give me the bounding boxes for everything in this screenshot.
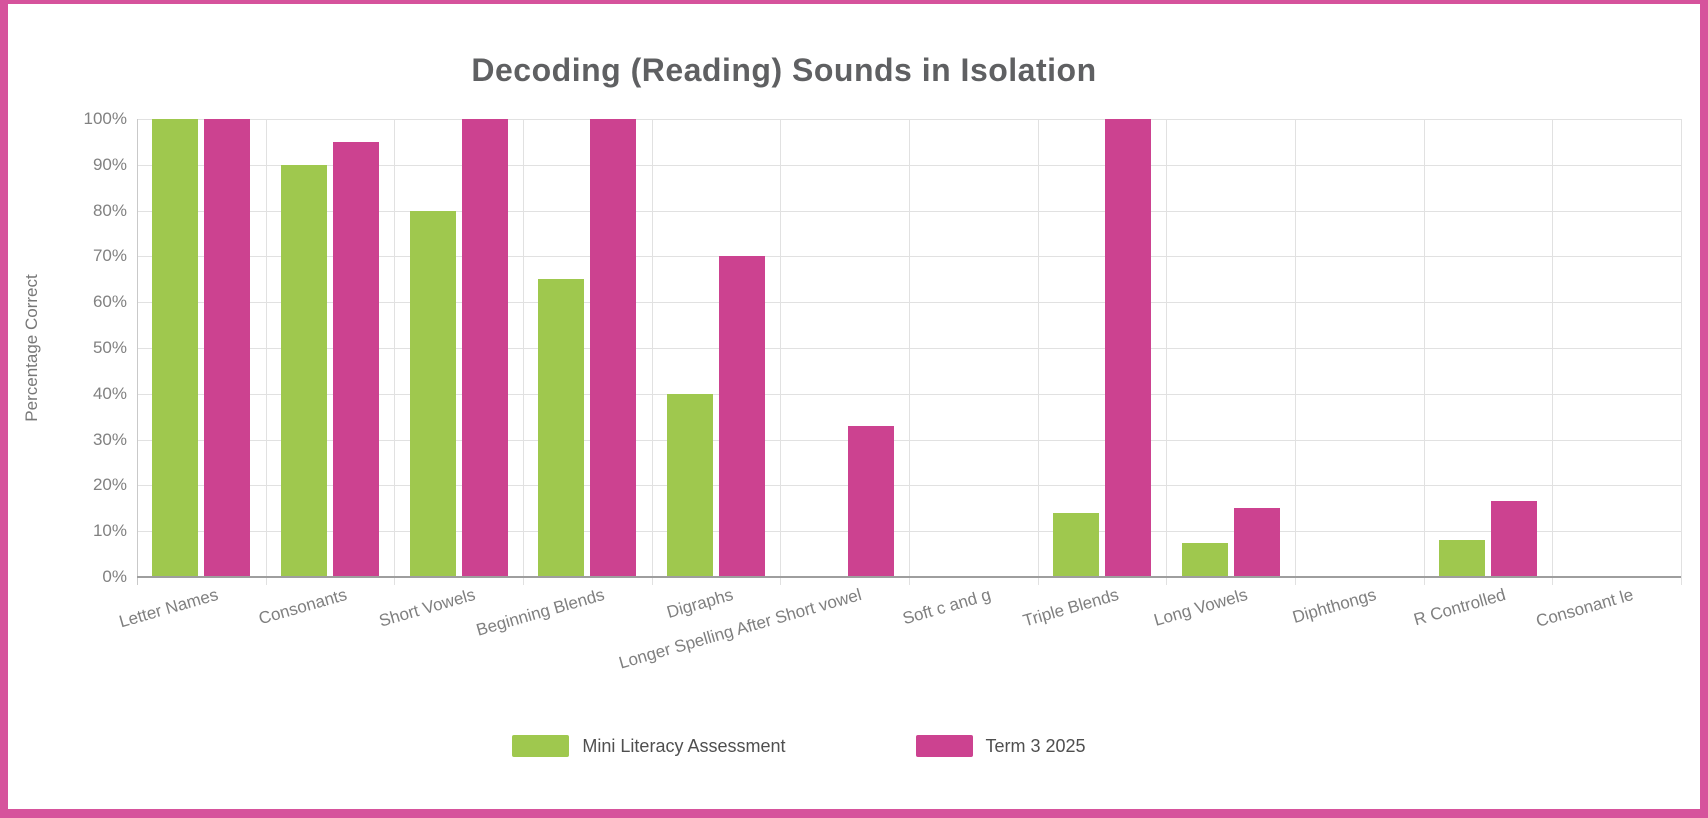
legend-swatch-icon: [915, 735, 973, 757]
y-tick-label: 30%: [92, 429, 127, 449]
y-tick-label: 10%: [92, 521, 127, 541]
y-tick-label: 40%: [92, 383, 127, 403]
vertical-gridline: [1038, 119, 1039, 585]
chart-title: Decoding (Reading) Sounds in Isolation: [471, 52, 1097, 88]
bar-term-3-2025-digraphs: [718, 256, 765, 577]
y-axis-line: [137, 119, 138, 585]
legend-swatch-icon: [512, 735, 570, 757]
bar-mini-literacy-assessment-letter-names: [152, 119, 199, 577]
bar-mini-literacy-assessment-short-vowels: [409, 210, 456, 577]
y-axis-tick-labels: 0% 10% 20% 30% 40% 50% 60% 70% 80% 90% 100%: [8, 109, 127, 586]
x-category-label: R Controlled: [1411, 585, 1508, 630]
vertical-gridline: [780, 119, 781, 585]
y-tick-label: 50%: [92, 338, 127, 357]
bar-mini-literacy-assessment-beginning-blends: [538, 279, 585, 577]
vertical-gridline: [523, 119, 524, 585]
bar-mini-literacy-assessment-digraphs: [666, 393, 713, 577]
vertical-gridline: [394, 119, 395, 585]
legend-label: Term 3 2025: [985, 735, 1086, 756]
bar-mini-literacy-assessment-triple-blends: [1052, 512, 1099, 577]
bar-group: [909, 119, 1038, 577]
y-tick-label: 70%: [92, 246, 127, 266]
legend-item: Mini Literacy Assessment: [512, 735, 786, 757]
x-category-label: Letter Names: [117, 585, 221, 632]
x-category-label: Soft c and g: [900, 585, 993, 629]
bar-mini-literacy-assessment-consonants: [280, 164, 327, 577]
x-category-label: Beginning Blends: [474, 585, 607, 640]
y-tick-label: 60%: [92, 292, 127, 312]
y-tick-label: 100%: [83, 109, 127, 128]
x-category-label: Diphthongs: [1290, 585, 1379, 627]
bar-group: [1038, 119, 1167, 577]
x-axis-category-labels: Letter Names Consonants Short Vowels Beginn…: [117, 585, 1681, 705]
bar-group: [394, 119, 523, 577]
y-tick-label: 0%: [102, 567, 127, 586]
legend-item: Term 3 2025: [915, 735, 1086, 757]
bar-group: [1552, 119, 1681, 577]
legend-label: Mini Literacy Assessment: [582, 735, 786, 756]
vertical-gridline: [1295, 119, 1296, 585]
bar-group: [137, 119, 266, 577]
bar-term-3-2025-longer-spelling-after-short-vowel: [847, 425, 894, 577]
bar-term-3-2025-consonants: [332, 141, 379, 577]
y-tick-label: 80%: [92, 200, 127, 220]
vertical-gridline: [909, 119, 910, 585]
y-tick-label: 90%: [92, 154, 127, 174]
vertical-gridline: [1552, 119, 1553, 585]
vertical-gridline: [266, 119, 267, 585]
bar-group: [1295, 119, 1424, 577]
bar-group: [652, 119, 781, 577]
bar-group: [523, 119, 652, 577]
bar-mini-literacy-assessment-long-vowels: [1181, 542, 1228, 577]
bar-term-3-2025-r-controlled: [1490, 501, 1537, 577]
x-category-label: Consonant le: [1534, 585, 1636, 631]
chart-canvas: Decoding (Reading) Sounds in Isolation P…: [8, 4, 1700, 809]
bar-term-3-2025-long-vowels: [1233, 508, 1280, 577]
bar-group: [780, 119, 909, 577]
bar-group: [266, 119, 395, 577]
bar-term-3-2025-letter-names: [204, 119, 251, 577]
bar-term-3-2025-short-vowels: [461, 119, 508, 577]
y-tick-label: 20%: [92, 475, 127, 495]
bar-group: [1424, 119, 1553, 577]
x-category-label: Consonants: [256, 585, 350, 629]
plot-area: [137, 119, 1682, 585]
x-category-label: Digraphs: [664, 585, 736, 623]
vertical-gridline: [652, 119, 653, 585]
bar-mini-literacy-assessment-r-controlled: [1438, 540, 1485, 577]
vertical-gridline: [1681, 119, 1682, 585]
x-category-label: Longer Spelling After Short vowel: [617, 585, 864, 673]
bar-term-3-2025-beginning-blends: [590, 119, 637, 577]
x-axis-baseline: [137, 576, 1681, 578]
x-category-label: Triple Blends: [1021, 585, 1122, 631]
vertical-gridline: [1166, 119, 1167, 585]
bar-term-3-2025-triple-blends: [1104, 119, 1151, 577]
bar-group: [1166, 119, 1295, 577]
legend: Mini Literacy Assessment Term 3 2025: [8, 735, 1645, 757]
x-category-label: Long Vowels: [1152, 585, 1250, 630]
vertical-gridline: [1424, 119, 1425, 585]
x-category-label: Short Vowels: [377, 585, 478, 631]
